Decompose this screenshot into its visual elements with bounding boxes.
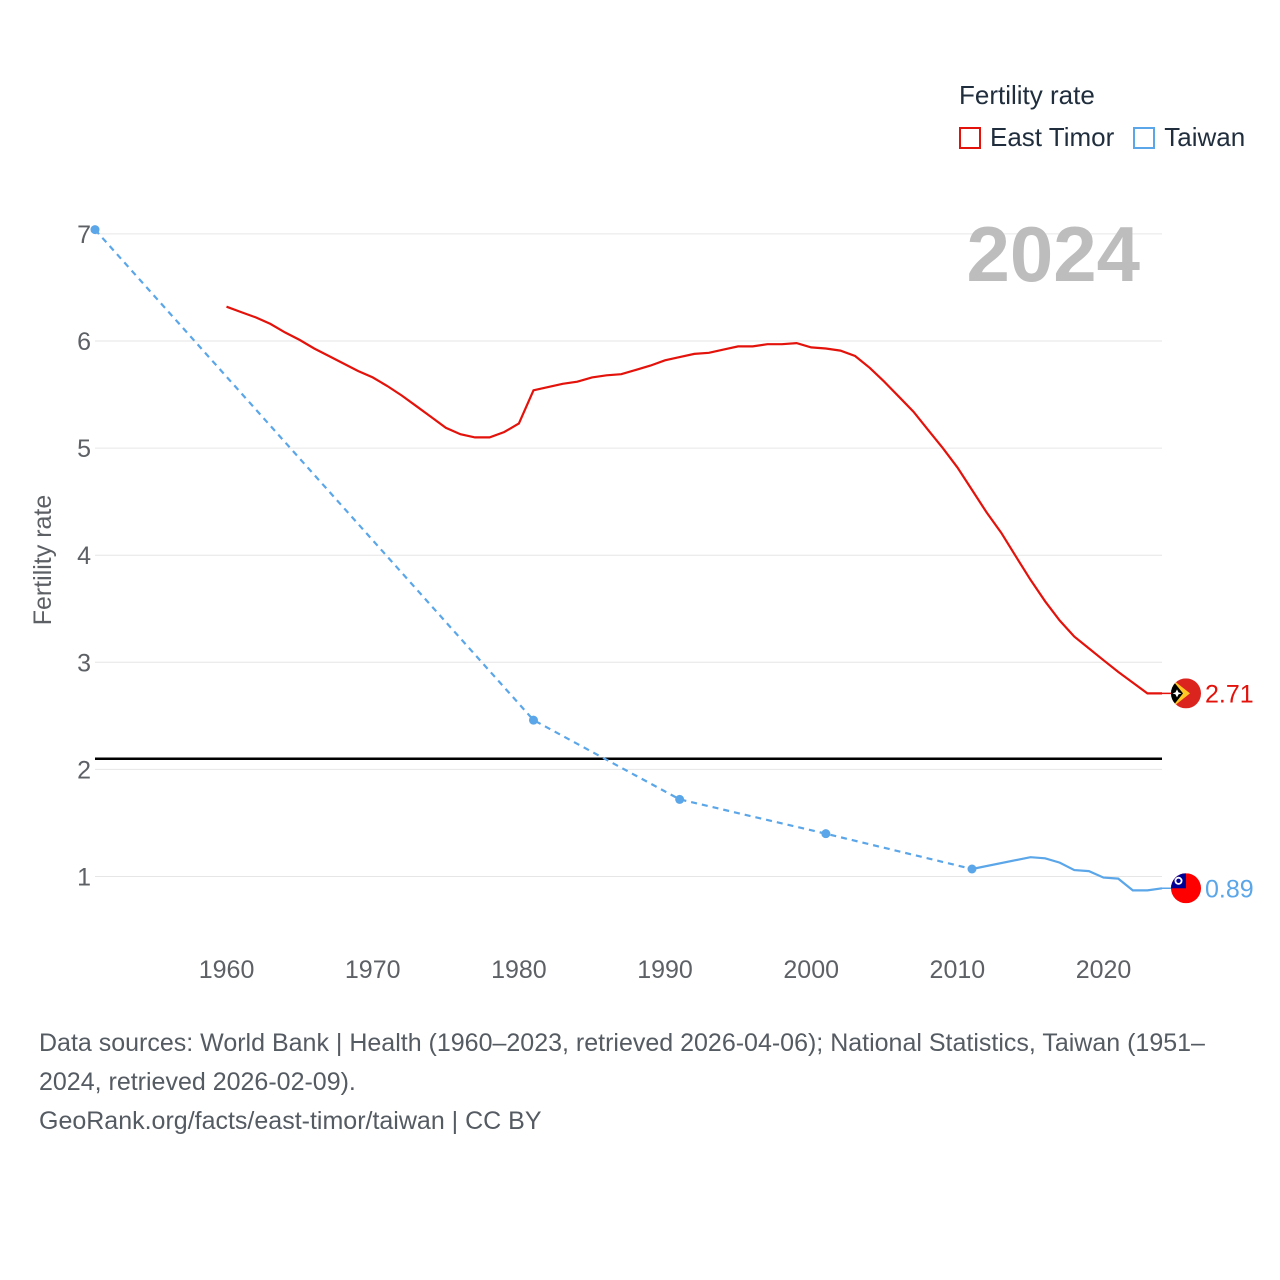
end-value-label-taiwan: 0.89	[1205, 875, 1254, 903]
y-axis-title: Fertility rate	[29, 495, 57, 626]
taiwan-flag	[1171, 873, 1201, 904]
year-label: 2024	[966, 210, 1140, 298]
data-point-taiwan	[821, 829, 831, 839]
data-point-taiwan	[675, 794, 685, 804]
source-note: Data sources: World Bank | Health (1960–…	[39, 1024, 1249, 1141]
legend: East Timor Taiwan	[959, 122, 1264, 153]
series-line-east-timor	[226, 305, 1162, 695]
legend-item-east-timor[interactable]: East Timor	[959, 122, 1114, 153]
chart-plot: 1 2 3 4 5 6 7 1960 1970 1980 1990 2000 2010 2020 Ferti…	[29, 210, 1254, 984]
series-line-taiwan	[971, 856, 1163, 892]
legend-item-taiwan[interactable]: Taiwan	[1133, 122, 1245, 153]
legend-swatch-taiwan	[1133, 126, 1156, 149]
legend-label-east-timor: East Timor	[990, 122, 1115, 152]
legend-swatch-east-timor	[959, 126, 981, 149]
source-line-3[interactable]: GeoRank.org/facts/east-timor/taiwan | CC…	[39, 1107, 542, 1135]
y-tick-label: 5	[77, 435, 91, 463]
x-tick-label: 2000	[783, 956, 839, 984]
y-tick-label: 7	[77, 221, 91, 249]
x-tick-label: 2020	[1076, 956, 1132, 984]
x-tick-label: 1960	[199, 956, 255, 984]
legend-label-taiwan: Taiwan	[1164, 122, 1246, 152]
source-line-1: Data sources: World Bank | Health (1960–…	[39, 1029, 1205, 1057]
x-tick-label: 1980	[491, 956, 547, 984]
x-tick-label: 2010	[930, 956, 986, 984]
y-tick-label: 1	[77, 864, 91, 892]
data-point-taiwan	[90, 225, 100, 235]
data-point-taiwan	[528, 715, 538, 725]
y-tick-label: 6	[77, 328, 91, 356]
x-tick-label: 1990	[637, 956, 693, 984]
y-tick-label: 2	[77, 756, 91, 784]
source-line-2: 2024, retrieved 2026-02-09).	[39, 1068, 356, 1096]
end-value-label-east-timor: 2.71	[1205, 680, 1254, 708]
y-tick-label: 4	[77, 542, 91, 570]
legend-title: Fertility rate	[959, 80, 1095, 110]
series-line-taiwan-dashed	[94, 228, 973, 871]
east-timor-flag	[1171, 678, 1201, 709]
data-point-taiwan	[967, 864, 977, 874]
y-tick-label: 3	[77, 649, 91, 677]
x-tick-label: 1970	[345, 956, 401, 984]
